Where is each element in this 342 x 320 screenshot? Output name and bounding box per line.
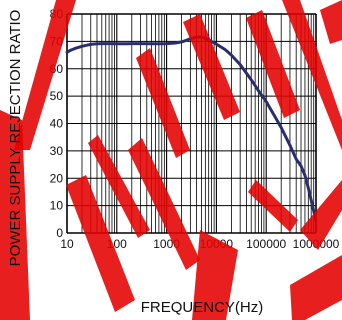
watermark-stroke [248,180,298,232]
watermark-stroke [320,0,342,44]
y-tick-label: 50 [50,89,64,103]
watermark-stroke [136,48,190,158]
watermark-stroke [128,138,200,270]
watermark-stroke [282,0,342,150]
x-tick-label: 10 [60,237,74,251]
watermark-stroke [246,10,300,118]
watermark-stroke [290,255,342,320]
watermark-stroke [183,14,240,120]
watermark-stroke [0,110,30,320]
y-tick-label: 0 [56,226,63,240]
watermark-stroke [88,135,150,238]
watermark-stroke [66,175,135,312]
watermark-stroke [300,180,342,250]
x-axis-label: FREQUENCY(Hz) [141,299,264,316]
y-tick-label: 40 [50,117,64,131]
watermark-stroke [192,230,238,320]
x-tick-label: 100000 [246,237,286,251]
y-tick-label: 20 [50,171,64,185]
y-tick-label: 30 [50,144,64,158]
y-tick-label: 10 [50,199,64,213]
watermark-stroke [14,0,76,150]
y-axis-label: POWER SUPPLY REJECTION RATIO [7,10,24,267]
